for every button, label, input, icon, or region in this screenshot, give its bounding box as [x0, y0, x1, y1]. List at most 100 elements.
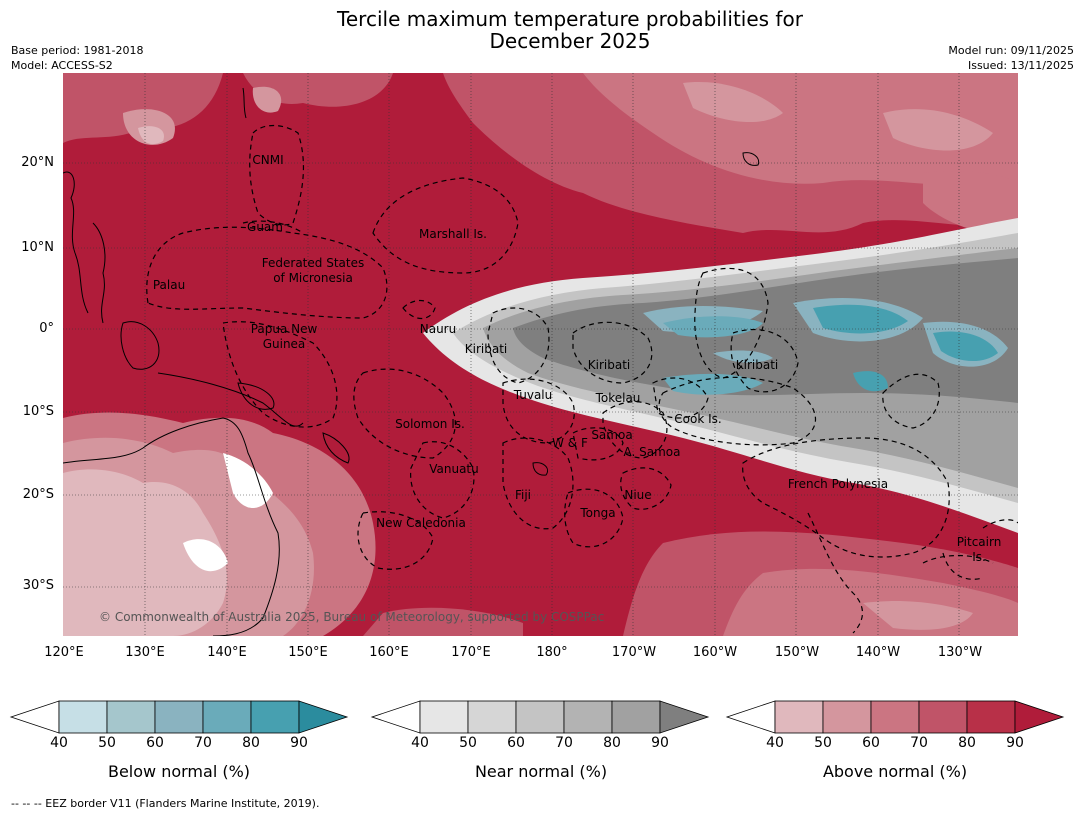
label-tuvalu: Tuvalu — [513, 388, 553, 402]
lat-label-20s: 20°S — [22, 487, 54, 502]
label-kiribati-west: Kiribati — [465, 342, 507, 356]
lon-label-150w: 150°W — [774, 645, 820, 660]
model-name: Model: ACCESS-S2 — [11, 59, 113, 72]
label-fiji: Fiji — [515, 488, 531, 502]
label-pitcairn-1: Pitcairn — [957, 535, 1002, 549]
lon-label-120e: 120°E — [44, 645, 84, 660]
label-wallis-futuna: W & F — [552, 436, 588, 450]
colorbar-tick-label: 50 — [459, 735, 477, 751]
lat-label-30s: 30°S — [22, 578, 54, 593]
lon-label-150e: 150°E — [288, 645, 328, 660]
colorbar-tick-label: 40 — [766, 735, 784, 751]
colorbar-tick-label: 50 — [98, 735, 116, 751]
colorbar-above-title: Above normal (%) — [822, 762, 968, 781]
lat-label-10n: 10°N — [21, 240, 54, 255]
base-period: Base period: 1981-2018 — [11, 44, 144, 57]
colorbar-segment — [515, 700, 565, 734]
lon-label-130e: 130°E — [125, 645, 165, 660]
title-line-2: December 2025 — [489, 29, 651, 53]
meta-right: Model run: 09/11/2025 Issued: 13/11/2025 — [948, 43, 1074, 73]
colorbar-below-title: Below normal (%) — [107, 762, 251, 781]
issued-date: Issued: 13/11/2025 — [967, 59, 1074, 72]
label-tokelau: Tokelau — [595, 391, 641, 405]
label-new-caledonia: New Caledonia — [376, 516, 466, 530]
lat-label-10s: 10°S — [22, 404, 54, 419]
colorbar-tick-label: 50 — [814, 735, 832, 751]
colorbar-segment — [918, 700, 968, 734]
eez-borders — [146, 124, 1018, 634]
above-normal-south — [63, 412, 1018, 636]
colorbar-near-title: Near normal (%) — [474, 762, 608, 781]
chart-title: Tercile maximum temperature probabilitie… — [0, 8, 1085, 52]
colorbar-tick-label: 70 — [910, 735, 928, 751]
colorbar-segment — [822, 700, 872, 734]
colorbar-segment — [58, 700, 108, 734]
colorbar-segment — [966, 700, 1016, 734]
lat-label-20n: 20°N — [21, 155, 54, 170]
colorbar-segment — [106, 700, 156, 734]
colorbar-near — [370, 700, 710, 734]
eez-footer-note: -- -- -- EEZ border V11 (Flanders Marine… — [11, 797, 320, 810]
lon-label-130w: 130°W — [937, 645, 983, 660]
label-tonga: Tonga — [579, 506, 615, 520]
label-kiribati-central: Kiribati — [588, 358, 630, 372]
colorbar-tick-label: 60 — [146, 735, 164, 751]
forecast-map: CNMI Guam Marshall Is. Federated States … — [63, 73, 1018, 636]
copyright-text: © Commonwealth of Australia 2025, Bureau… — [99, 610, 604, 624]
lon-label-170e: 170°E — [451, 645, 491, 660]
label-png-1: Papua New — [251, 322, 318, 336]
lon-label-180: 180° — [536, 645, 568, 660]
label-palau: Palau — [153, 278, 185, 292]
colorbar-extend-low — [370, 700, 421, 734]
meta-left: Base period: 1981-2018 Model: ACCESS-S2 — [11, 43, 143, 73]
colorbar-tick-label: 60 — [862, 735, 880, 751]
colorbar-extend-high — [298, 700, 349, 734]
colorbar-extend-high — [1014, 700, 1065, 734]
lon-label-160w: 160°W — [692, 645, 738, 660]
lon-label-170w: 170°W — [611, 645, 657, 660]
coastlines — [63, 87, 760, 636]
colorbar-segment — [611, 700, 661, 734]
lon-label-140e: 140°E — [207, 645, 247, 660]
label-niue: Niue — [624, 488, 651, 502]
lat-label-0: 0° — [39, 321, 54, 336]
colorbar-tick-label: 90 — [290, 735, 308, 751]
label-png-2: Guinea — [263, 337, 306, 351]
colorbar-tick-label: 60 — [507, 735, 525, 751]
colorbar-segment — [419, 700, 469, 734]
graticule — [63, 73, 1018, 636]
lon-label-140w: 140°W — [855, 645, 901, 660]
label-fsm-1: Federated States — [262, 256, 364, 270]
colorbar-tick-label: 70 — [555, 735, 573, 751]
colorbar-segment — [202, 700, 252, 734]
label-solomon: Solomon Is. — [395, 417, 465, 431]
colorbar-extend-high — [659, 700, 710, 734]
colorbar-segment — [250, 700, 300, 734]
colorbars — [9, 700, 1065, 734]
label-kiribati-east: Kiribati — [736, 358, 778, 372]
label-fsm-2: of Micronesia — [273, 271, 353, 285]
colorbar-extend-low — [725, 700, 776, 734]
colorbar-tick-label: 80 — [603, 735, 621, 751]
label-marshall: Marshall Is. — [419, 227, 487, 241]
lon-label-160e: 160°E — [369, 645, 409, 660]
colorbar-tick-label: 90 — [1006, 735, 1024, 751]
label-cnmi: CNMI — [252, 153, 283, 167]
colorbar-tick-label: 40 — [50, 735, 68, 751]
model-run: Model run: 09/11/2025 — [948, 44, 1074, 57]
colorbar-tick-label: 80 — [242, 735, 260, 751]
region-labels: CNMI Guam Marshall Is. Federated States … — [153, 153, 1001, 564]
colorbar-tick-label: 70 — [194, 735, 212, 751]
colorbar-segment — [467, 700, 517, 734]
title-line-1: Tercile maximum temperature probabilitie… — [337, 7, 803, 31]
label-pitcairn-2: Is. — [972, 550, 986, 564]
label-american-samoa: A. Samoa — [624, 445, 681, 459]
label-samoa: Samoa — [591, 428, 632, 442]
label-french-polynesia: French Polynesia — [788, 477, 888, 491]
colorbar-segment — [870, 700, 920, 734]
colorbar-segment — [154, 700, 204, 734]
label-cook: Cook Is. — [674, 412, 721, 426]
above-normal-low-patches — [63, 73, 1018, 234]
label-nauru: Nauru — [420, 322, 456, 336]
label-guam: Guam — [247, 220, 283, 234]
